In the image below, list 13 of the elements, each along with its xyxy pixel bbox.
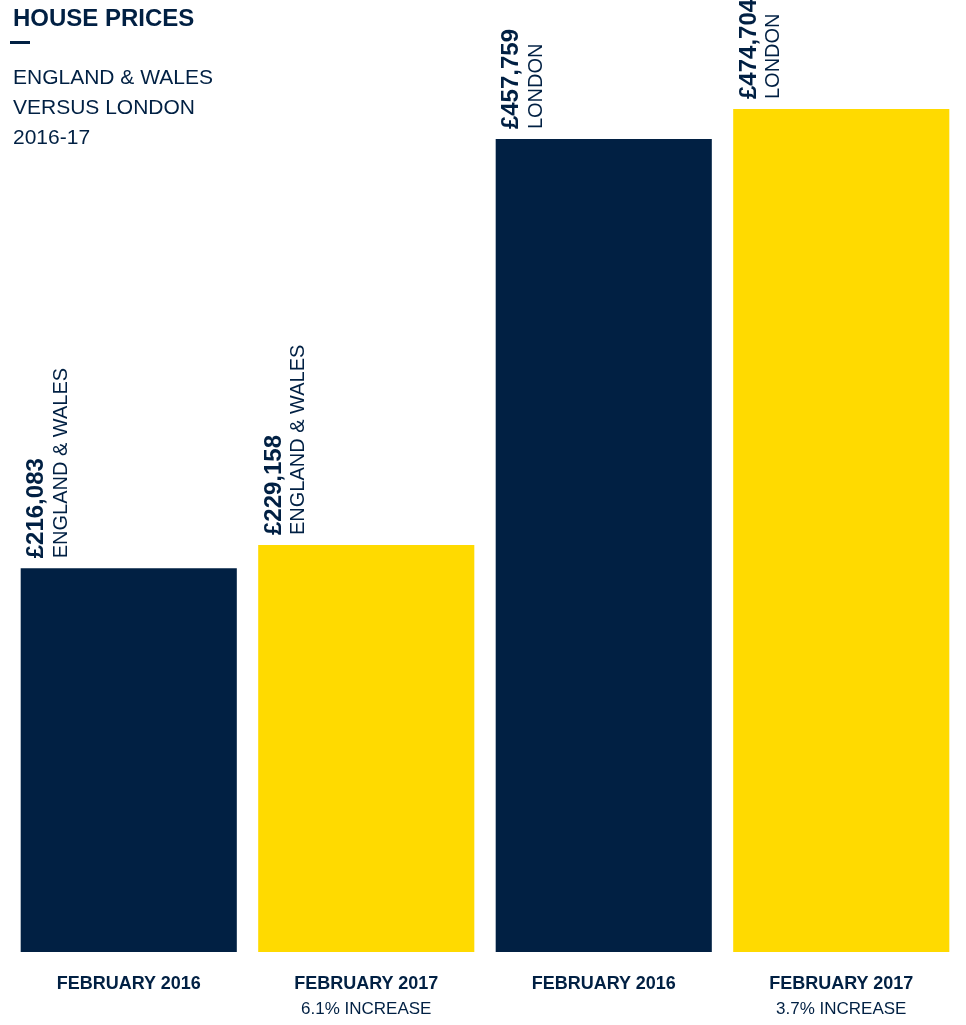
x-tick-label: FEBRUARY 2017 3.7% INCREASE [769, 973, 914, 1018]
bar [495, 139, 712, 952]
data-label: £229,158 ENGLAND & WALES [258, 344, 309, 536]
chart-subtitle: ENGLAND & WALES VERSUS LONDON 2016-17 [13, 64, 213, 148]
x-tick-label: FEBRUARY 2016 [531, 973, 676, 993]
x-tick-label: FEBRUARY 2016 [56, 973, 201, 993]
bar [20, 568, 237, 952]
x-tick-label: FEBRUARY 2017 6.1% INCREASE [294, 973, 439, 1018]
bar [733, 109, 950, 952]
data-label: £216,083 ENGLAND & WALES [21, 367, 71, 559]
bar [258, 545, 475, 952]
chart-title: HOUSE PRICES [13, 3, 195, 31]
data-label: £457,759 LONDON [496, 28, 546, 130]
